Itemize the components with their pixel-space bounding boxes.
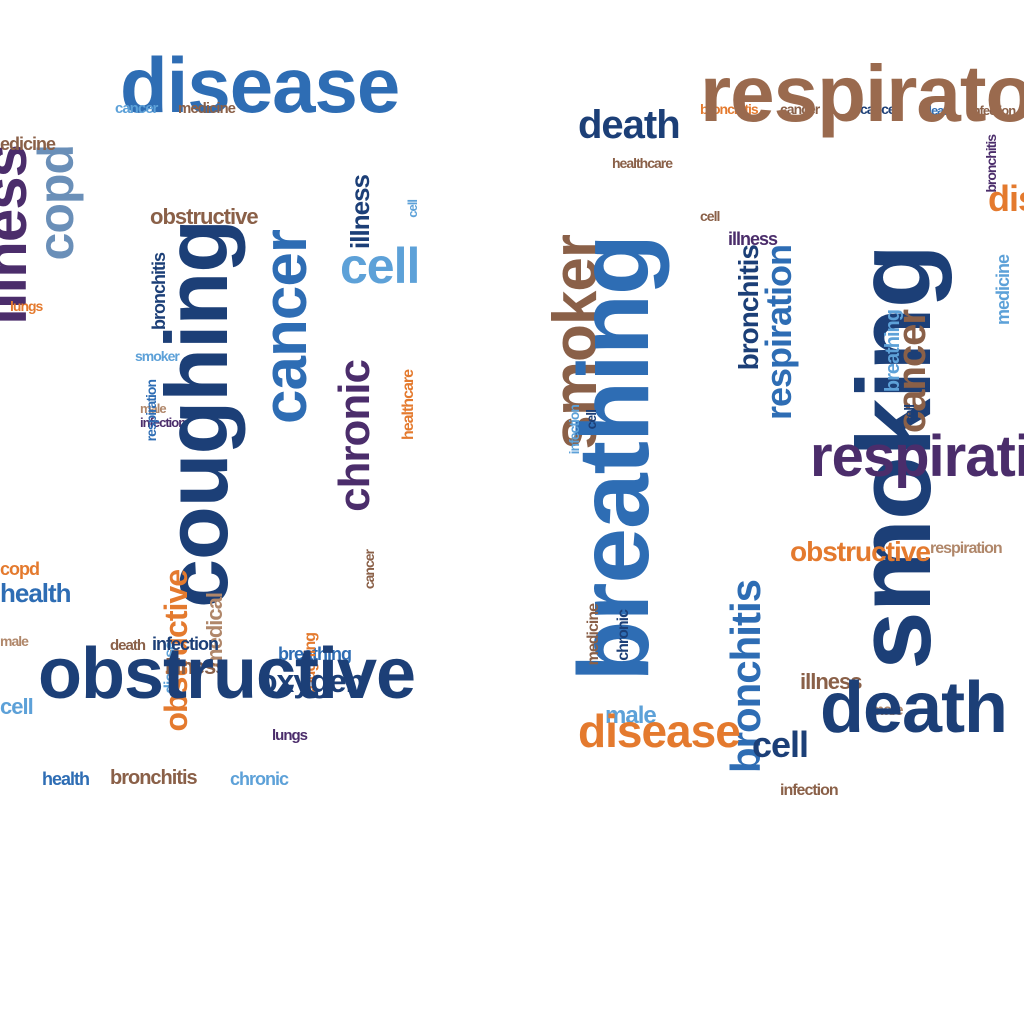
word-cancer: cancer: [260, 230, 313, 424]
word-medicine: medicine: [996, 255, 1011, 325]
word-copd: copd: [35, 145, 78, 260]
word-male: male: [0, 636, 28, 648]
word-respiration: respiration: [930, 542, 1002, 556]
word-health: health: [0, 582, 71, 604]
word-infection: infection: [780, 784, 838, 798]
word-chronic: chronic: [617, 610, 631, 661]
word-chronic: chronic: [230, 772, 288, 787]
word-cell: cell: [407, 200, 418, 218]
word-cancer: cancer: [364, 550, 376, 589]
word-illness: illness: [728, 232, 777, 247]
word-death: death: [578, 108, 680, 142]
word-cell: cell: [0, 698, 33, 717]
word-illness: illness: [349, 175, 371, 249]
word-edicine: edicine: [0, 137, 55, 152]
word-cell: cell: [752, 730, 808, 761]
word-cell: cell: [586, 410, 598, 429]
word-breathing: breathing: [885, 310, 902, 392]
word-respiration: respiration: [764, 245, 795, 420]
word-disease: disease: [120, 52, 399, 118]
word-medicine: medicine: [587, 604, 601, 665]
word-respiratory: respiratory: [700, 60, 1024, 128]
word-respiration: respiration: [810, 432, 1024, 481]
word-obstructive: obstructive: [790, 540, 930, 564]
word-lungs: lungs: [10, 301, 42, 313]
word-bronchitis: bronchitis: [110, 770, 197, 787]
word-infection: infection: [569, 405, 581, 454]
word-healthcare: healthcare: [612, 158, 672, 170]
word-medicine: medicine: [178, 103, 235, 116]
word-coughing: coughing: [160, 220, 235, 608]
word-cell: cell: [904, 405, 916, 424]
word-chronic: chronic: [336, 360, 373, 512]
word-cell: cell: [340, 245, 419, 288]
word-obstructive: obstructive: [38, 644, 415, 705]
word-health: health: [42, 772, 89, 787]
word-death: death: [820, 678, 1007, 739]
word-cell: cell: [700, 211, 719, 223]
word-disease: disease: [578, 712, 740, 751]
word-disea: disea: [988, 184, 1024, 215]
word-copd: copd: [0, 562, 39, 577]
word-healthcare: healthcare: [402, 370, 416, 440]
word-lungs: lungs: [272, 730, 307, 743]
word-cancer: cancer: [115, 103, 157, 116]
